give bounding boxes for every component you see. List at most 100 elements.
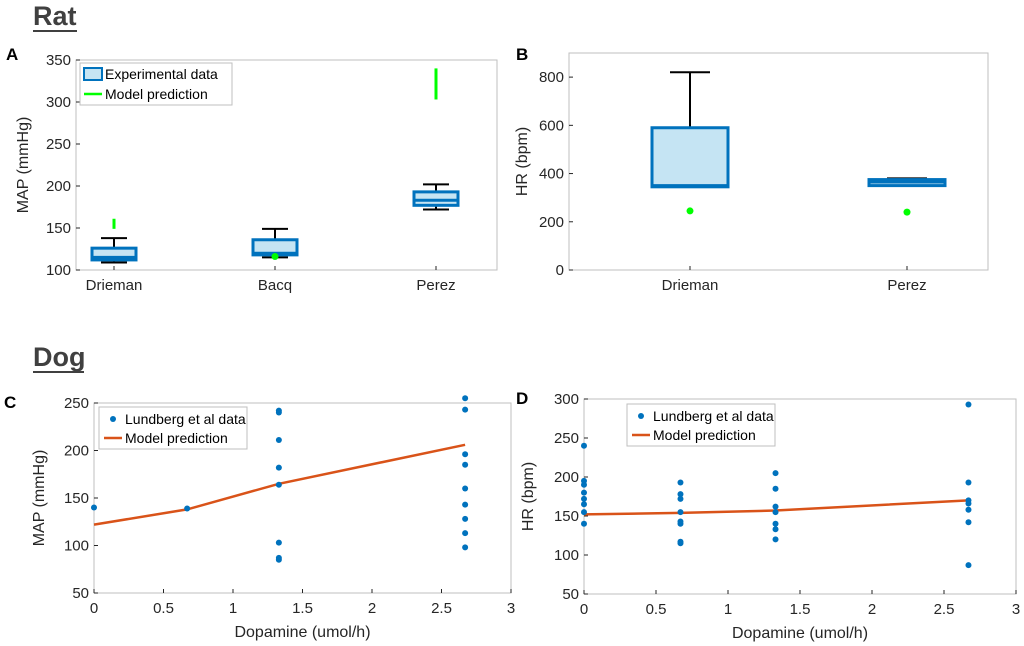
box-B-drieman bbox=[650, 126, 730, 189]
y-tick-label-C: 150 bbox=[64, 490, 89, 507]
data-point-C bbox=[275, 556, 282, 563]
x-tick-label-C: 1.5 bbox=[292, 600, 313, 617]
category-label-B: Perez bbox=[887, 277, 926, 294]
y-tick-label-C: 200 bbox=[64, 443, 89, 460]
y-tick-label-B: 800 bbox=[539, 69, 564, 86]
data-point-D bbox=[772, 503, 779, 510]
y-tick-label-B: 0 bbox=[556, 262, 564, 279]
x-tick-label-C: 0.5 bbox=[153, 600, 174, 617]
data-point-D bbox=[677, 491, 684, 498]
y-tick-label-A: 250 bbox=[46, 136, 71, 153]
section-title-rat: Rat bbox=[33, 1, 77, 31]
box-A-drieman bbox=[90, 246, 138, 262]
data-point-D bbox=[772, 509, 779, 516]
data-point-D bbox=[581, 509, 587, 516]
x-tick-label-D: 0 bbox=[580, 601, 588, 618]
x-tick-label-D: 2 bbox=[868, 601, 876, 618]
y-tick-label-D: 100 bbox=[554, 547, 579, 564]
y-axis-label-C: MAP (mmHg) bbox=[31, 450, 48, 547]
model-prediction-point-B bbox=[686, 207, 694, 215]
data-point-C bbox=[275, 409, 282, 416]
panel-c-map-dose-plot: C MAP (mmHg) Dopamine (umol/h) 50 100 150 200 2… bbox=[4, 393, 515, 641]
legend-swatch-box-A bbox=[83, 67, 103, 81]
legend-label-A: Experimental data bbox=[105, 66, 218, 82]
y-tick-label-B: 400 bbox=[539, 166, 564, 183]
data-point-C bbox=[91, 504, 97, 511]
legend-swatch-dot-C bbox=[110, 416, 116, 422]
data-point-D bbox=[772, 485, 779, 492]
model-prediction-point-B bbox=[903, 208, 911, 216]
x-tick-label-D: 3 bbox=[1012, 601, 1020, 618]
x-tick-label-D: 1 bbox=[724, 601, 732, 618]
data-point-D bbox=[677, 509, 684, 516]
data-point-D bbox=[581, 481, 587, 488]
category-label-A: Bacq bbox=[258, 277, 292, 294]
data-point-D bbox=[772, 520, 779, 527]
data-point-C bbox=[462, 395, 469, 402]
data-point-D bbox=[965, 479, 972, 486]
data-point-D bbox=[677, 479, 684, 486]
y-tick-label-C: 100 bbox=[64, 538, 89, 555]
plot-frame-B bbox=[568, 52, 989, 271]
y-tick-label-D: 250 bbox=[554, 430, 579, 447]
data-point-C bbox=[462, 451, 469, 458]
data-point-D bbox=[965, 519, 972, 526]
data-point-D bbox=[772, 536, 779, 543]
data-point-D bbox=[965, 506, 972, 513]
y-tick-label-A: 200 bbox=[46, 178, 71, 195]
data-point-D bbox=[677, 540, 684, 547]
data-point-D bbox=[581, 501, 587, 508]
panel-label-D: D bbox=[516, 389, 528, 408]
legend-label-C: Model prediction bbox=[125, 430, 228, 446]
legend-label-D: Lundberg et al data bbox=[653, 408, 774, 424]
plot-frame-A bbox=[75, 59, 498, 271]
y-tick-label-A: 350 bbox=[46, 52, 71, 69]
box-A-perez bbox=[412, 190, 460, 207]
data-point-D bbox=[677, 520, 684, 527]
y-tick-label-D: 300 bbox=[554, 391, 579, 408]
data-point-C bbox=[275, 464, 282, 471]
x-axis-label-C: Dopamine (umol/h) bbox=[234, 624, 370, 641]
data-point-C bbox=[462, 461, 469, 468]
y-tick-label-B: 200 bbox=[539, 214, 564, 231]
data-point-D bbox=[581, 520, 587, 527]
legend-frame-A bbox=[79, 62, 233, 106]
y-tick-label-C: 250 bbox=[64, 395, 89, 412]
y-axis-label-A: MAP (mmHg) bbox=[15, 117, 32, 214]
data-point-D bbox=[677, 495, 684, 502]
y-tick-label-D: 50 bbox=[562, 586, 579, 603]
y-tick-label-D: 200 bbox=[554, 469, 579, 486]
legend-swatch-dot-D bbox=[638, 413, 644, 419]
x-tick-label-D: 0.5 bbox=[646, 601, 667, 618]
y-tick-label-A: 100 bbox=[46, 262, 71, 279]
y-axis-label-B: HR (bpm) bbox=[514, 127, 531, 196]
y-axis-label-D: HR (bpm) bbox=[520, 462, 537, 531]
y-tick-label-D: 150 bbox=[554, 508, 579, 525]
category-label-A: Perez bbox=[416, 277, 455, 294]
data-point-C bbox=[462, 530, 469, 537]
category-label-A: Drieman bbox=[86, 277, 143, 294]
data-point-C bbox=[462, 406, 469, 413]
y-tick-label-A: 150 bbox=[46, 220, 71, 237]
x-tick-label-C: 2.5 bbox=[431, 600, 452, 617]
panel-label-B: B bbox=[516, 45, 528, 64]
legend-frame-C bbox=[98, 406, 248, 450]
panel-d-hr-dose-plot: D HR (bpm) Dopamine (umol/h) 50 100 150 200 250… bbox=[516, 389, 1020, 642]
legend-label-A: Model prediction bbox=[105, 86, 208, 102]
x-tick-label-D: 1.5 bbox=[790, 601, 811, 618]
panel-b-hr-box-plot: B HR (bpm) 0 200 400 600 800 Drieman Perez bbox=[514, 45, 989, 294]
data-point-C bbox=[462, 501, 469, 508]
x-tick-label-C: 0 bbox=[90, 600, 98, 617]
data-point-D bbox=[965, 401, 972, 408]
model-prediction-point-A bbox=[271, 253, 279, 261]
x-axis-label-D: Dopamine (umol/h) bbox=[732, 625, 868, 642]
x-tick-label-C: 3 bbox=[507, 600, 515, 617]
data-point-C bbox=[184, 505, 191, 512]
data-point-D bbox=[581, 442, 587, 449]
y-tick-label-C: 50 bbox=[72, 585, 89, 602]
data-point-D bbox=[772, 470, 779, 477]
x-tick-label-D: 2.5 bbox=[934, 601, 955, 618]
data-point-D bbox=[581, 495, 587, 502]
panel-label-A: A bbox=[6, 45, 18, 64]
